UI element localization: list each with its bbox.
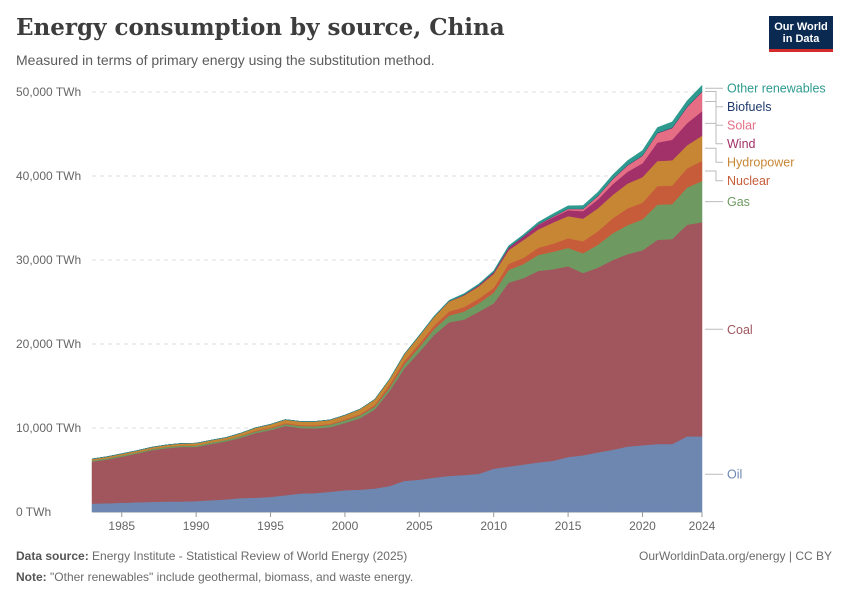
x-tick-label: 2010 — [480, 519, 507, 533]
data-source: Data source: Energy Institute - Statisti… — [16, 549, 407, 563]
logo-line-2: in Data — [782, 33, 820, 45]
label-leader-line — [705, 91, 723, 108]
stacked-area-chart: 0 TWh 10,000 TWh 20,000 TWh 30,000 TWh 40,00… — [16, 82, 826, 533]
series-label-coal[interactable]: Coal — [727, 323, 753, 337]
series-label-nuclear[interactable]: Nuclear — [727, 174, 770, 188]
series-label-biofuels[interactable]: Biofuels — [727, 100, 771, 114]
label-leader-line — [705, 122, 723, 145]
y-axis: 0 TWh 10,000 TWh 20,000 TWh 30,000 TWh 40,00… — [16, 85, 81, 519]
note-label: Note: — [16, 570, 47, 584]
x-axis: 1985 1990 1995 2000 2005 2010 2015 2020 2024 — [108, 512, 716, 533]
label-leader-line — [705, 170, 723, 182]
y-tick-label: 20,000 TWh — [16, 337, 81, 351]
series-label-oil[interactable]: Oil — [727, 468, 742, 482]
y-tick-label: 10,000 TWh — [16, 421, 81, 435]
chart-note: Note: "Other renewables" include geother… — [16, 570, 413, 584]
x-tick-label: 2005 — [406, 519, 433, 533]
x-tick-label: 1990 — [183, 519, 210, 533]
y-tick-label: 50,000 TWh — [16, 85, 81, 99]
chart-subtitle: Measured in terms of primary energy usin… — [16, 52, 435, 68]
data-source-link[interactable]: Energy Institute - Statistical Review of… — [92, 549, 408, 563]
x-tick-label: 2020 — [629, 519, 656, 533]
legend-labels: Oil Coal Gas Nuclear Hydropower Wind Solar Biof… — [705, 82, 826, 482]
x-tick-label: 2015 — [555, 519, 582, 533]
series-label-solar[interactable]: Solar — [727, 119, 756, 133]
x-tick-label: 1995 — [257, 519, 284, 533]
note-text: "Other renewables" include geothermal, b… — [50, 570, 414, 584]
y-tick-label: 0 TWh — [16, 505, 51, 519]
series-areas — [91, 84, 703, 513]
data-source-label: Data source: — [16, 549, 89, 563]
series-label-other-renewables[interactable]: Other renewables — [727, 82, 826, 96]
x-tick-label: 1985 — [108, 519, 135, 533]
credit-link[interactable]: OurWorldinData.org/energy | CC BY — [639, 549, 832, 563]
x-tick-label: 2024 — [689, 519, 716, 533]
series-label-wind[interactable]: Wind — [727, 137, 756, 151]
chart-title: Energy consumption by source, China — [16, 14, 505, 41]
logo-line-1: Our World — [774, 21, 828, 33]
label-leader-line — [705, 147, 723, 163]
owid-logo[interactable]: Our World in Data — [769, 16, 833, 52]
area-other-renewables[interactable] — [91, 84, 703, 460]
y-tick-label: 40,000 TWh — [16, 169, 81, 183]
y-tick-label: 30,000 TWh — [16, 253, 81, 267]
label-leader-line — [705, 101, 723, 126]
series-label-hydropower[interactable]: Hydropower — [727, 156, 794, 170]
series-label-gas[interactable]: Gas — [727, 195, 750, 209]
x-tick-label: 2000 — [332, 519, 359, 533]
